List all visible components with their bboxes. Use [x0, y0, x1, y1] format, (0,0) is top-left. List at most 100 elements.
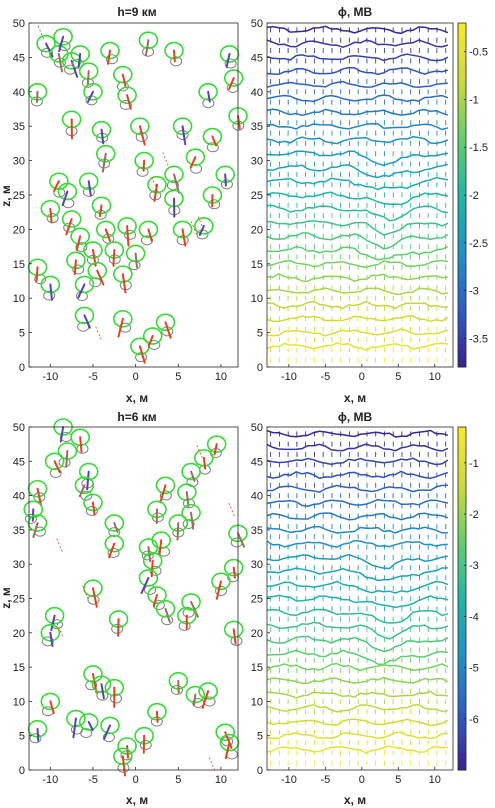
contour-line: [266, 594, 449, 609]
colorbar-segment: [458, 535, 466, 542]
colorbar-segment: [458, 200, 466, 207]
y-tick-label: 0: [257, 362, 263, 374]
colorbar-segment: [458, 177, 466, 185]
discharge-segment: [189, 156, 197, 169]
colorbar-tick-label: -1.5: [469, 142, 488, 154]
discharge-segment: [159, 484, 167, 504]
discharge-segment: [77, 283, 86, 299]
contour-line: [266, 136, 449, 145]
colorbar-segment: [458, 45, 466, 53]
contour-line: [266, 220, 449, 236]
colorbar-segment: [458, 40, 466, 47]
x-tick-label: 5: [175, 371, 181, 383]
colorbar-segment: [458, 80, 466, 87]
lower-circle: [136, 166, 149, 177]
lower-circle: [182, 518, 195, 529]
upper-circle: [36, 34, 56, 53]
contour-line: [266, 718, 449, 727]
lower-circle: [119, 99, 132, 110]
lower-circle: [159, 490, 172, 501]
colorbar-segment: [458, 229, 466, 236]
colorbar-segment: [458, 644, 466, 651]
dashed-trace: [151, 176, 159, 192]
panel-title-phi-bottom: ϕ, МВ: [338, 410, 373, 424]
y-tick-label: 20: [13, 628, 25, 640]
contour-line: [266, 676, 449, 685]
lower-circle: [110, 693, 123, 704]
discharge-segment: [117, 317, 124, 338]
colorbar-segment: [458, 689, 466, 697]
discharge-segment: [126, 94, 132, 110]
discharge-segment: [153, 183, 158, 203]
y-tick-label: 40: [13, 87, 25, 99]
lower-circle: [29, 733, 42, 744]
contour-line: [266, 176, 449, 191]
discharge-segment: [211, 135, 218, 147]
upper-circle: [95, 144, 116, 163]
y-tick-label: 25: [251, 190, 263, 202]
upper-circle: [117, 86, 137, 105]
colorbar-segment: [458, 97, 466, 104]
y-tick-label: 0: [19, 362, 25, 374]
upper-circle: [100, 716, 120, 735]
contour-line: [266, 53, 449, 62]
y-tick-label: 50: [251, 18, 263, 30]
lower-circle: [40, 47, 53, 58]
colorbar-segment: [458, 678, 466, 685]
y-tick-label: 10: [251, 696, 263, 708]
upper-circle: [78, 713, 99, 731]
colorbar-segment: [458, 303, 466, 311]
colorbar-segment: [458, 747, 466, 754]
dashed-trace: [82, 585, 89, 601]
dashed-trace: [208, 757, 216, 772]
upper-circle: [83, 579, 103, 598]
discharge-segment: [190, 511, 195, 530]
discharge-segment: [121, 273, 127, 294]
discharge-segment: [155, 710, 159, 723]
upper-circle: [113, 265, 133, 283]
lower-circle: [119, 322, 132, 333]
lower-circle: [124, 229, 137, 240]
lower-circle: [41, 636, 54, 647]
colorbar-segment: [458, 126, 466, 133]
x-tick-label: 0: [133, 774, 139, 786]
colorbar-segment: [458, 51, 466, 58]
discharge-segment: [79, 436, 83, 453]
colorbar-segment: [458, 103, 466, 110]
x-tick-label: -5: [320, 774, 330, 786]
discharge-segment: [150, 559, 154, 578]
colorbar-segment: [458, 764, 466, 771]
colorbar-segment: [458, 344, 466, 351]
y-tick-label: 10: [13, 293, 25, 305]
lower-circle: [206, 142, 219, 153]
panel-title-h6: h=6 км: [117, 410, 156, 424]
colorbar-segment: [458, 275, 466, 282]
dashed-trace: [37, 25, 45, 41]
upper-circle: [113, 65, 133, 84]
discharge-segment: [228, 77, 235, 90]
panel-title-h9: h=9 км: [117, 5, 156, 19]
lower-circle: [178, 620, 191, 631]
colorbar-segment: [458, 558, 466, 565]
discharge-segment: [224, 741, 231, 759]
y-tick-label: 45: [251, 52, 263, 64]
contour-line: [266, 525, 448, 534]
discharge-segment: [213, 443, 218, 456]
contour-line: [266, 80, 448, 88]
upper-circle: [91, 675, 112, 694]
upper-circle: [57, 182, 78, 201]
discharge-segment: [53, 460, 61, 474]
colorbar-segment: [458, 235, 466, 242]
upper-circle: [40, 623, 61, 642]
colorbar-tick-label: -2.5: [469, 238, 488, 250]
contour-line: [266, 163, 449, 179]
colorbar-segment: [458, 120, 466, 127]
lower-circle: [111, 623, 124, 634]
contour-line: [266, 191, 449, 206]
colorbar-segment: [458, 444, 466, 451]
colorbar-segment: [458, 627, 466, 634]
colorbar-segment: [458, 472, 466, 479]
contour-line: [266, 328, 449, 337]
upper-circle: [198, 83, 218, 101]
